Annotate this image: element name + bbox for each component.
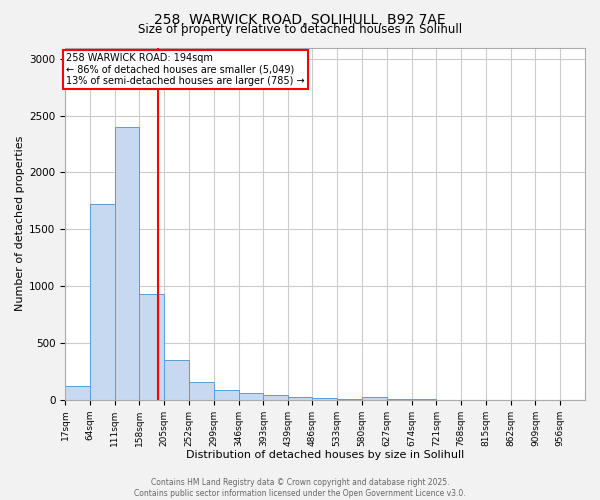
X-axis label: Distribution of detached houses by size in Solihull: Distribution of detached houses by size …: [186, 450, 464, 460]
Text: Size of property relative to detached houses in Solihull: Size of property relative to detached ho…: [138, 22, 462, 36]
Bar: [313, 398, 337, 400]
Text: 258 WARWICK ROAD: 194sqm
← 86% of detached houses are smaller (5,049)
13% of sem: 258 WARWICK ROAD: 194sqm ← 86% of detach…: [66, 53, 305, 86]
Bar: [139, 294, 164, 400]
Bar: [387, 399, 412, 400]
Text: Contains HM Land Registry data © Crown copyright and database right 2025.
Contai: Contains HM Land Registry data © Crown c…: [134, 478, 466, 498]
Bar: [90, 204, 115, 400]
Text: 258, WARWICK ROAD, SOLIHULL, B92 7AE: 258, WARWICK ROAD, SOLIHULL, B92 7AE: [154, 12, 446, 26]
Bar: [263, 395, 288, 400]
Bar: [287, 398, 313, 400]
Bar: [239, 393, 263, 400]
Bar: [362, 397, 387, 400]
Bar: [214, 390, 239, 400]
Y-axis label: Number of detached properties: Number of detached properties: [15, 136, 25, 312]
Bar: [189, 382, 214, 400]
Bar: [164, 360, 189, 400]
Bar: [115, 127, 139, 400]
Bar: [337, 398, 362, 400]
Bar: [65, 386, 90, 400]
